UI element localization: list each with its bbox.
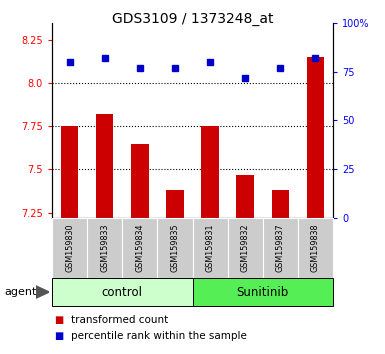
Bar <box>307 57 324 218</box>
Text: GSM159830: GSM159830 <box>65 223 74 272</box>
Text: agent: agent <box>5 287 37 297</box>
Text: Sunitinib: Sunitinib <box>237 286 289 298</box>
Text: GSM159834: GSM159834 <box>135 223 144 272</box>
Text: GSM159833: GSM159833 <box>100 223 109 272</box>
Text: GSM159831: GSM159831 <box>206 223 214 272</box>
Bar <box>271 190 289 218</box>
Text: GDS3109 / 1373248_at: GDS3109 / 1373248_at <box>112 12 273 27</box>
Text: ■: ■ <box>54 315 63 325</box>
Text: transformed count: transformed count <box>71 315 169 325</box>
Text: ■: ■ <box>54 331 63 341</box>
Bar <box>166 190 184 218</box>
Bar <box>201 126 219 218</box>
Bar <box>131 144 149 218</box>
Text: GSM159838: GSM159838 <box>311 223 320 272</box>
Text: GSM159832: GSM159832 <box>241 223 250 272</box>
Text: control: control <box>102 286 143 298</box>
Polygon shape <box>36 286 49 298</box>
Bar <box>61 126 78 218</box>
Text: percentile rank within the sample: percentile rank within the sample <box>71 331 247 341</box>
Bar <box>96 114 114 218</box>
Text: GSM159835: GSM159835 <box>171 223 179 272</box>
Bar <box>236 175 254 218</box>
Text: GSM159837: GSM159837 <box>276 223 285 272</box>
